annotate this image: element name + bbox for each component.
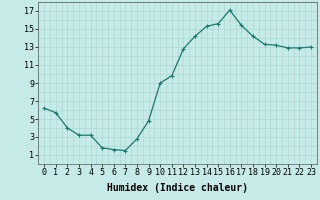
X-axis label: Humidex (Indice chaleur): Humidex (Indice chaleur) <box>107 183 248 193</box>
